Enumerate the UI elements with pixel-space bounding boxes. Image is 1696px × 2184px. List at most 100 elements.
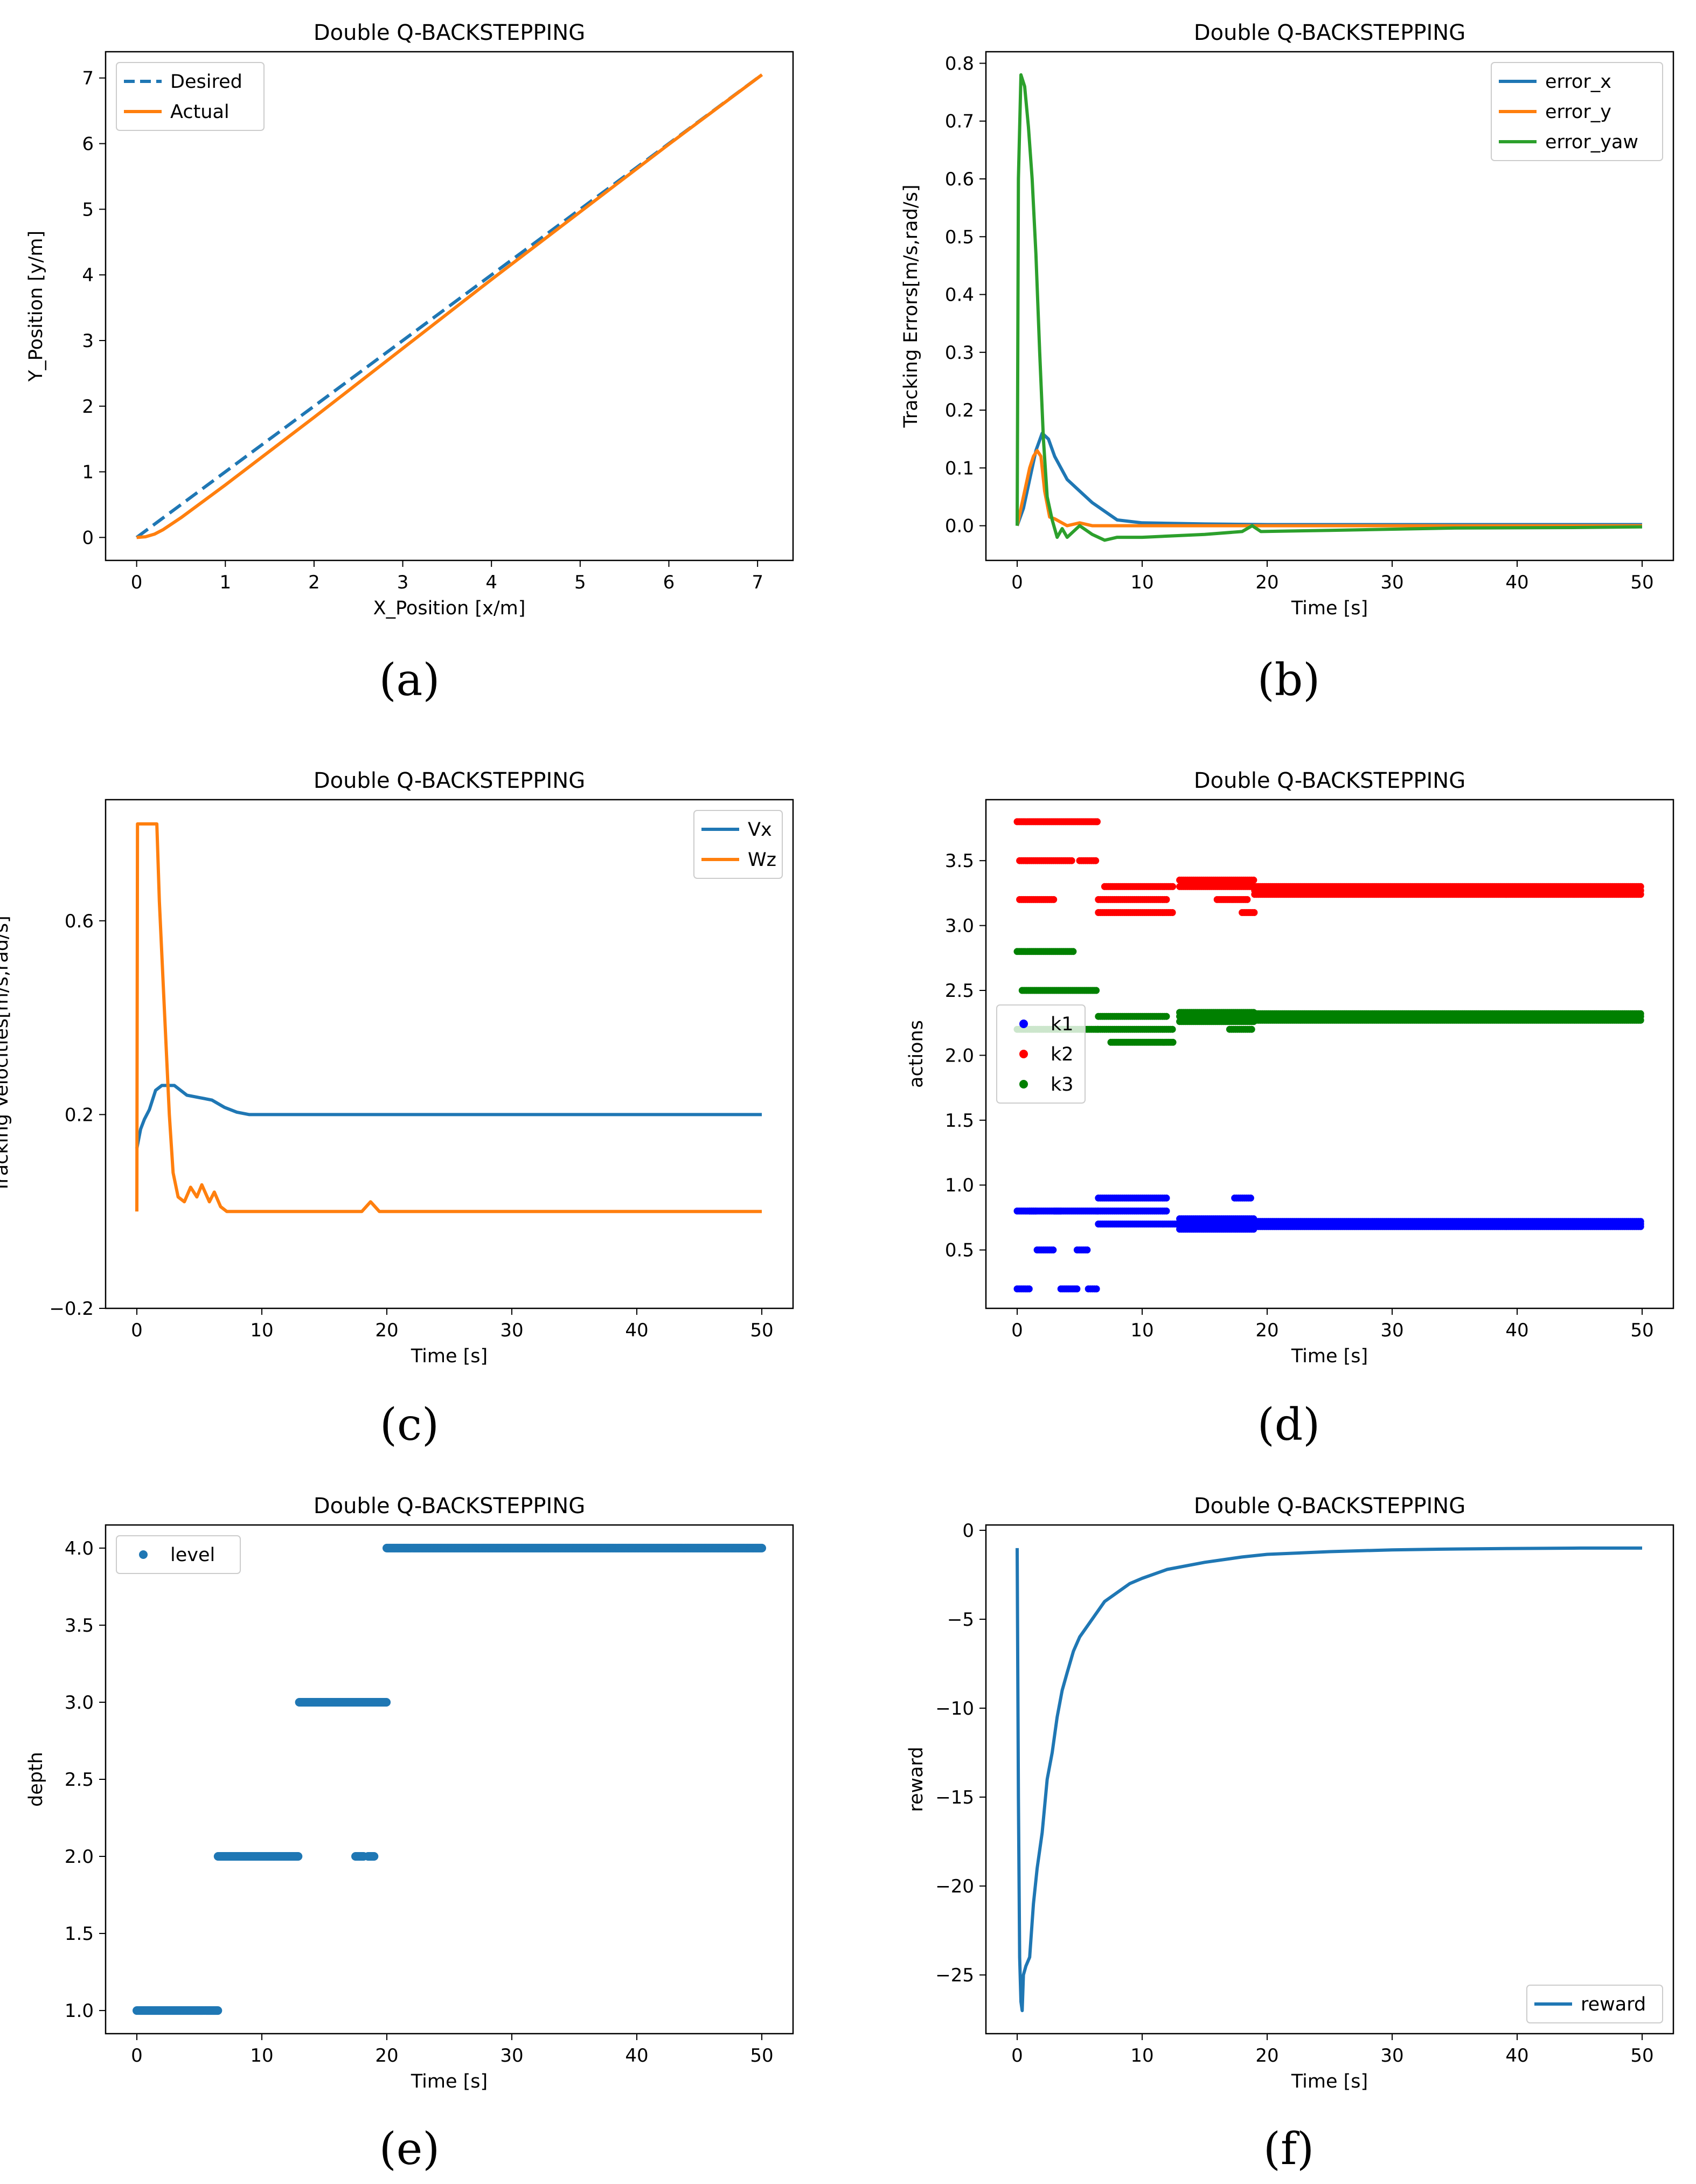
x-tick-label: 20 xyxy=(1255,1320,1278,1341)
x-tick-label: 30 xyxy=(1380,2045,1403,2067)
data-point-k2 xyxy=(1169,909,1176,916)
chart-title: Double Q-BACKSTEPPING xyxy=(1194,20,1465,45)
x-tick-label: 50 xyxy=(1630,572,1653,593)
data-point-k2 xyxy=(1637,891,1644,898)
data-point-k2 xyxy=(1637,883,1644,890)
figure-caption: (d) xyxy=(1257,1399,1320,1451)
x-axis-label: X_Position [x/m] xyxy=(373,598,526,619)
x-tick-label: 10 xyxy=(1130,572,1153,593)
x-tick-label: 40 xyxy=(1505,1320,1528,1341)
y-tick-label: 1.5 xyxy=(945,1110,974,1132)
data-point-k3 xyxy=(1163,1013,1170,1020)
data-layer xyxy=(135,822,762,1214)
x-tick-label: 7 xyxy=(752,572,763,593)
series-line-actual xyxy=(136,73,763,539)
data-point-k2 xyxy=(1163,896,1170,903)
x-tick-label: 0 xyxy=(1011,1320,1023,1341)
legend-box xyxy=(996,1004,1086,1104)
x-tick-label: 20 xyxy=(1255,572,1278,593)
legend-box xyxy=(116,62,265,131)
legend-label: Desired xyxy=(170,71,242,93)
data-point-level xyxy=(213,2006,223,2015)
y-tick-label: 1.5 xyxy=(65,1923,94,1945)
legend-swatch-k3 xyxy=(1019,1080,1028,1088)
x-tick-label: 4 xyxy=(485,572,497,593)
data-point-k1 xyxy=(1025,1285,1033,1293)
data-point-k1 xyxy=(1163,1194,1170,1202)
y-tick-label: 2.5 xyxy=(65,1769,94,1791)
data-point-k2 xyxy=(1050,896,1058,903)
legend: Vx Wz xyxy=(693,810,783,879)
y-tick-label: 0.5 xyxy=(945,226,974,248)
legend: Desired Actual xyxy=(116,62,265,131)
chart-title: Double Q-BACKSTEPPING xyxy=(314,20,585,45)
x-tick-label: 50 xyxy=(750,2045,773,2067)
data-point-k1 xyxy=(1083,1246,1091,1254)
y-tick-label: 4 xyxy=(82,265,94,286)
chart-d: Double Q-BACKSTEPPING 0 10 20 30 40 50 0.5 1.0 1.… xyxy=(906,768,1674,1367)
y-tick-label: 0.2 xyxy=(945,400,974,421)
y-axis-label: depth xyxy=(25,1752,47,1807)
x-axis-label: Time [s] xyxy=(1291,1346,1368,1367)
legend-label: k1 xyxy=(1051,1014,1074,1035)
legend-swatch-level xyxy=(139,1550,148,1559)
y-tick-label: 0.4 xyxy=(945,285,974,306)
y-axis-label: Tracking Errors[m/s,rad/s] xyxy=(900,184,922,428)
y-tick-label: 2.0 xyxy=(945,1045,974,1066)
data-point-k1 xyxy=(1247,1194,1254,1202)
data-point-k3 xyxy=(1169,1025,1176,1033)
x-tick-label: 10 xyxy=(250,1320,273,1341)
y-axis-label: Y_Position [y/m] xyxy=(25,231,47,382)
legend-label: Vx xyxy=(748,819,772,841)
legend-label: error_yaw xyxy=(1545,131,1638,153)
series-line-vx xyxy=(135,1084,762,1149)
plot-frame xyxy=(985,799,1674,1309)
x-tick-label: 3 xyxy=(397,572,409,593)
chart-title: Double Q-BACKSTEPPING xyxy=(1194,768,1465,793)
data-point-k2 xyxy=(1092,857,1100,864)
chart-c: Double Q-BACKSTEPPING 0 10 20 30 40 50 −0.2 0.2 0… xyxy=(0,768,794,1367)
data-point-level xyxy=(370,1852,379,1861)
legend-box xyxy=(1491,62,1663,161)
legend-box xyxy=(116,1535,241,1574)
legend: level xyxy=(116,1535,241,1574)
data-point-k3 xyxy=(1093,987,1100,994)
data-layer xyxy=(1016,1546,1642,2013)
y-tick-label: 0.3 xyxy=(945,342,974,364)
plot-frame xyxy=(985,51,1674,561)
chart-a: Double Q-BACKSTEPPING 0 1 2 3 4 5 6 7 0 1 2 3 4 5 6 7 X_P… xyxy=(25,20,794,619)
x-tick-label: 30 xyxy=(500,2045,523,2067)
data-point-k2 xyxy=(1250,909,1258,916)
legend-label: error_x xyxy=(1545,71,1611,93)
y-tick-label: 0.1 xyxy=(945,457,974,479)
x-tick-label: 0 xyxy=(131,1320,143,1341)
y-tick-label: 7 xyxy=(82,68,94,89)
legend-label: k2 xyxy=(1051,1044,1074,1065)
x-tick-label: 0 xyxy=(131,572,143,593)
x-tick-label: 40 xyxy=(625,1320,648,1341)
x-tick-label: 10 xyxy=(1130,2045,1153,2067)
legend-box xyxy=(693,810,783,879)
x-tick-label: 50 xyxy=(750,1320,773,1341)
chart-title: Double Q-BACKSTEPPING xyxy=(314,768,585,793)
legend-label: reward xyxy=(1581,1994,1646,2015)
legend: k1 k2 k3 xyxy=(996,1004,1086,1104)
chart-e: Double Q-BACKSTEPPING 0 10 20 30 40 50 1.0 1.5 2.… xyxy=(25,1494,794,2092)
x-tick-label: 20 xyxy=(375,2045,398,2067)
y-tick-label: 2.5 xyxy=(945,980,974,1002)
legend: reward xyxy=(1526,1985,1663,2023)
y-tick-label: 0 xyxy=(82,527,94,549)
x-tick-label: 20 xyxy=(375,1320,398,1341)
y-tick-label: 1.0 xyxy=(945,1175,974,1196)
chart-title: Double Q-BACKSTEPPING xyxy=(314,1494,585,1519)
series-line-error-yaw xyxy=(1016,73,1643,542)
y-tick-label: 5 xyxy=(82,199,94,220)
y-tick-label: 0.2 xyxy=(65,1104,94,1126)
data-point-k1 xyxy=(1073,1285,1081,1293)
x-tick-label: 50 xyxy=(1630,1320,1653,1341)
y-tick-label: 4.0 xyxy=(65,1538,94,1559)
y-tick-label: 1 xyxy=(82,462,94,483)
plot-frame xyxy=(105,1524,794,2035)
y-tick-label: 2.0 xyxy=(65,1846,94,1868)
